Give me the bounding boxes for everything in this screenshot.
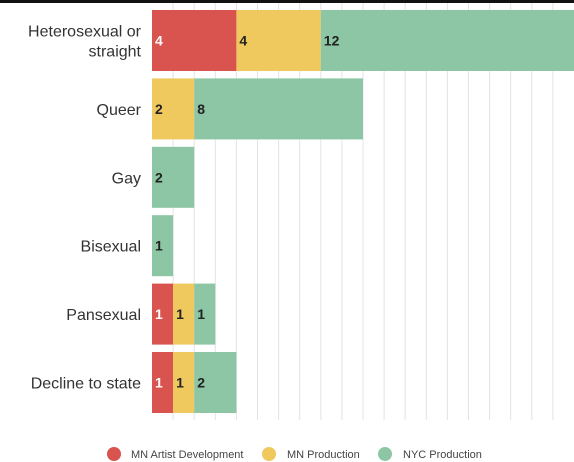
bar-segment <box>152 78 195 140</box>
bar-segment <box>152 283 174 345</box>
legend-label: NYC Production <box>403 449 482 461</box>
legend-label: MN Artist Development <box>131 449 243 461</box>
legend-swatch <box>262 447 276 461</box>
data-label: 8 <box>197 101 205 117</box>
category-label: Gay <box>112 170 141 187</box>
data-label: 2 <box>155 169 163 185</box>
category-label: Heterosexual or <box>28 24 142 41</box>
category-label: Bisexual <box>81 239 141 256</box>
bar-segment <box>320 10 574 71</box>
bars <box>152 10 574 413</box>
legend-label: MN Production <box>287 449 360 461</box>
category-label: Decline to state <box>31 376 141 393</box>
bar-segment <box>152 146 195 208</box>
bar-segment <box>236 10 321 71</box>
bar-segment <box>173 283 195 345</box>
category-labels: Heterosexual or straight Queer Gay Bisexual P… <box>28 24 142 393</box>
legend-swatch <box>378 447 392 461</box>
legend-swatch <box>107 447 121 461</box>
bar-segment <box>152 352 174 413</box>
bar-segment <box>194 283 216 345</box>
data-label: 1 <box>155 238 163 254</box>
data-label: 1 <box>176 306 184 322</box>
bar-segment <box>173 352 195 413</box>
data-label: 2 <box>155 101 163 117</box>
bar-segment <box>194 352 237 413</box>
category-label: Pansexual <box>66 307 141 324</box>
gridlines <box>172 3 554 420</box>
legend: MN Artist Development MN Production NYC Pr… <box>107 447 482 461</box>
data-label: 1 <box>176 375 184 391</box>
data-label: 1 <box>197 306 205 322</box>
data-label: 2 <box>197 375 205 391</box>
data-label: 1 <box>155 375 163 391</box>
data-label: 12 <box>324 33 340 49</box>
data-label: 4 <box>239 33 247 49</box>
bar-segment <box>152 10 237 71</box>
top-edge-bar <box>0 0 574 3</box>
category-label: straight <box>89 44 142 61</box>
bar-segment <box>194 78 363 140</box>
category-label: Queer <box>97 102 142 119</box>
data-label: 1 <box>155 306 163 322</box>
data-label: 4 <box>155 33 163 49</box>
bar-segment <box>152 215 174 277</box>
